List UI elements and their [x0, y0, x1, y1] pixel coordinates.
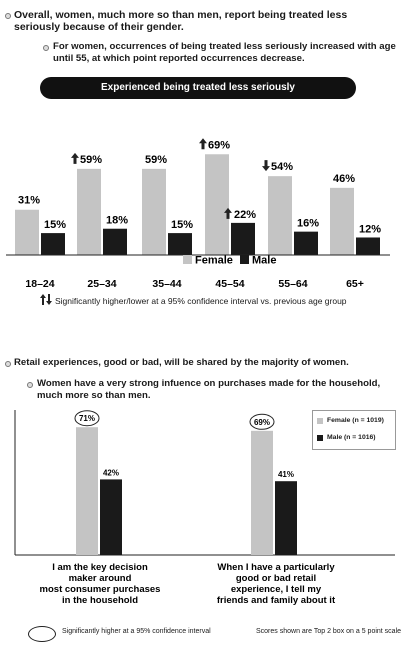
- category-label-line: I am the key decision: [52, 562, 148, 573]
- significance-circle-icon: [74, 410, 100, 427]
- category-label-line: maker around: [69, 573, 132, 584]
- arrow-up-icon: [71, 152, 79, 164]
- bullet-marker: [5, 361, 11, 367]
- data-label-female: 59%: [80, 154, 102, 166]
- data-label-female: 69%: [254, 418, 270, 427]
- sub-bullet-marker: [43, 45, 49, 51]
- significance-circle-icon: [249, 413, 275, 430]
- legend-male-label: Male: [252, 255, 276, 267]
- category-label: 35–44: [152, 278, 181, 290]
- bar-female: [76, 427, 98, 555]
- significance-note: Significantly higher/lower at a 95% conf…: [55, 296, 347, 306]
- data-label-female: 71%: [79, 414, 95, 423]
- data-label-male: 42%: [103, 468, 119, 477]
- data-label-male: 15%: [171, 219, 193, 231]
- legend-female-swatch: [183, 255, 192, 264]
- category-label: 25–34: [87, 278, 116, 290]
- category-label-line: in the household: [62, 595, 138, 606]
- bar-female: [15, 209, 39, 255]
- headline-bullet: Overall, women, much more so than men, r…: [14, 9, 348, 33]
- bar-male: [294, 231, 318, 255]
- bar-male: [231, 222, 255, 255]
- sub-bullet: Women have a very strong infuence on pur…: [37, 378, 381, 401]
- category-label: 65+: [346, 278, 364, 290]
- sub-bullet-marker: [27, 382, 33, 388]
- footnote-right: Scores shown are Top 2 box on a 5 point …: [256, 628, 402, 635]
- bar-male: [103, 228, 127, 255]
- bar-female: [330, 187, 354, 255]
- bar-male: [275, 481, 297, 555]
- legend-female-label: Female: [195, 255, 233, 267]
- data-label-female: 46%: [333, 173, 355, 185]
- bar-female: [142, 168, 166, 255]
- category-label: 55–64: [278, 278, 307, 290]
- legend-male-swatch: [240, 255, 249, 264]
- retail-chart: 71% 42% 69% 41% I am the key decisionmaker …: [14, 410, 395, 606]
- category-label-line: experience, I tell my: [231, 584, 322, 595]
- up-down-arrows-icon: [40, 294, 52, 305]
- data-label-female: 31%: [18, 195, 40, 207]
- category-label-line: friends and family about it: [217, 595, 336, 606]
- headline-bullet: Retail experiences, good or bad, will be…: [14, 357, 349, 368]
- bar-female: [77, 168, 101, 255]
- data-label-male: 18%: [106, 215, 128, 227]
- data-label-male: 16%: [297, 218, 319, 230]
- legend-male-swatch: [317, 435, 323, 441]
- footnote-left: Significantly higher at a 95% confidence…: [62, 628, 211, 635]
- bar-female: [251, 430, 273, 555]
- category-label: 45–54: [215, 278, 244, 290]
- legend-female-label: Female (n = 1019): [327, 417, 384, 424]
- age-chart: 31% 15% 59% 18% 59% 15% 69% 22% 54% 16% 46% 12% Fem…: [6, 138, 390, 290]
- bar-female: [205, 154, 229, 255]
- bar-male: [41, 233, 65, 255]
- arrow-down-icon: [262, 160, 270, 172]
- legend-female-swatch: [317, 418, 323, 424]
- footnote-circle-icon: [28, 626, 56, 642]
- legend: Female (n = 1019) Male (n = 1016): [312, 410, 396, 450]
- legend-male-label: Male (n = 1016): [327, 434, 376, 441]
- category-label-line: good or bad retail: [236, 573, 316, 584]
- category-label-line: When I have a particularly: [217, 562, 335, 573]
- bar-male: [356, 237, 380, 255]
- arrow-up-icon: [224, 207, 232, 219]
- category-label-line: most consumer purchases: [40, 584, 161, 595]
- sub-bullet: For women, occurrences of being treated …: [53, 41, 396, 64]
- data-label-male: 22%: [234, 209, 256, 221]
- arrow-up-icon: [199, 138, 207, 150]
- bar-male: [100, 479, 122, 555]
- data-label-female: 69%: [208, 139, 230, 151]
- data-label-female: 59%: [145, 154, 167, 166]
- data-label-male: 41%: [278, 470, 294, 479]
- data-label-male: 12%: [359, 223, 381, 235]
- category-label: 18–24: [25, 278, 54, 290]
- chart-banner: Experienced being treated less seriously: [40, 77, 356, 99]
- bar-female: [268, 176, 292, 255]
- data-label-male: 15%: [44, 219, 66, 231]
- bar-male: [168, 233, 192, 255]
- legend: Female Male: [183, 255, 276, 267]
- bullet-marker: [5, 13, 11, 19]
- data-label-female: 54%: [271, 161, 293, 173]
